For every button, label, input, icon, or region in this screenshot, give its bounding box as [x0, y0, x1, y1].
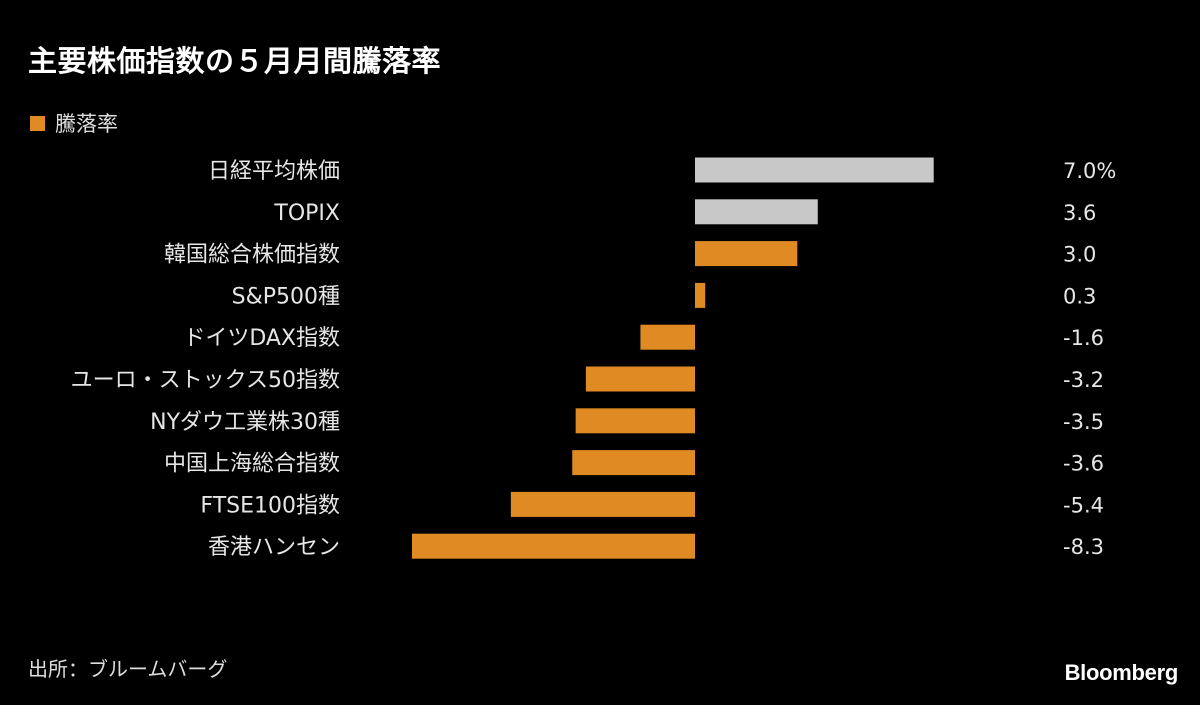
value-label: -1.6	[1063, 326, 1104, 350]
value-label: -3.2	[1063, 368, 1104, 392]
legend-swatch	[30, 115, 45, 131]
bar	[695, 282, 706, 308]
bar	[695, 241, 798, 267]
legend: 騰落率	[30, 108, 118, 138]
bar	[572, 450, 695, 476]
value-label: 3.0	[1063, 243, 1096, 267]
bar	[695, 157, 934, 183]
category-label: NYダウ工業株30種	[150, 410, 340, 435]
legend-label: 騰落率	[55, 112, 118, 136]
category-label: 中国上海総合指数	[164, 452, 340, 477]
value-label: -5.4	[1063, 493, 1104, 517]
bar	[695, 199, 818, 225]
bloomberg-logo: Bloomberg	[1064, 660, 1179, 685]
value-label: 0.3	[1063, 284, 1096, 308]
category-label: 韓国総合株価指数	[164, 243, 340, 268]
value-label: -8.3	[1063, 535, 1104, 559]
value-label: -3.6	[1063, 452, 1104, 476]
value-label: 3.6	[1063, 201, 1096, 225]
bar	[510, 491, 695, 517]
value-label: -3.5	[1063, 410, 1104, 434]
bar	[411, 533, 695, 559]
category-label: ユーロ・ストックス50指数	[71, 368, 340, 393]
category-label: S&P500種	[232, 284, 340, 309]
bar	[640, 324, 695, 350]
value-label: 7.0%	[1063, 159, 1116, 183]
bar	[585, 366, 695, 392]
category-label: FTSE100指数	[200, 493, 340, 518]
category-label: 日経平均株価	[208, 159, 340, 184]
category-label: TOPIX	[273, 201, 340, 226]
source-note: 出所：ブルームバーグ	[28, 657, 228, 681]
category-label: ドイツDAX指数	[183, 326, 340, 351]
category-label: 香港ハンセン	[208, 535, 340, 560]
chart-title: 主要株価指数の５月月間騰落率	[28, 44, 442, 78]
bar	[575, 408, 695, 434]
